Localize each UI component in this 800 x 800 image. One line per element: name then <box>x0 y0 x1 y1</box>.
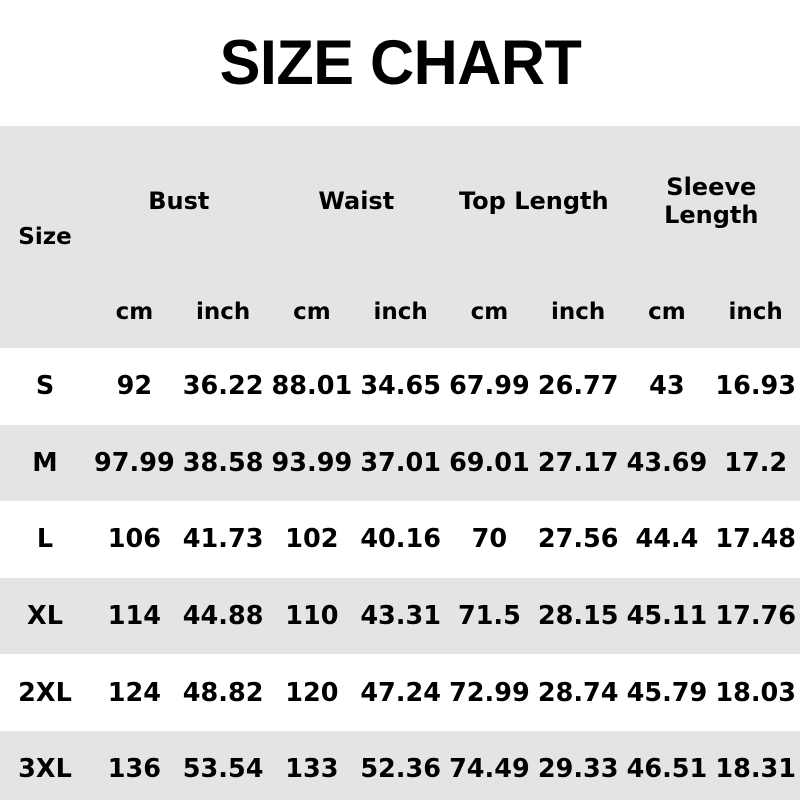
header-unit-row: cm inch cm inch cm inch cm inch <box>0 276 800 348</box>
cell-sleeve-length-inch: 17.48 <box>715 524 796 555</box>
cell-top-length-inch: 27.17 <box>537 447 619 478</box>
cell-size: S <box>35 371 55 402</box>
cell-bust-inch: 36.22 <box>182 371 264 402</box>
cell-waist-inch: 34.65 <box>360 371 441 402</box>
size-chart-table: Size Bust Waist Top Length Sleeve Length… <box>0 126 800 800</box>
cell-bust-inch: 41.73 <box>182 524 264 555</box>
cell-bust-inch: 53.54 <box>182 754 264 785</box>
title-area: SIZE CHART <box>0 0 800 126</box>
cell-waist-cm: 110 <box>285 601 339 632</box>
cell-size: 3XL <box>18 754 72 785</box>
unit-header-top-length-cm: cm <box>445 276 534 348</box>
cell-sleeve-length-cm: 43.69 <box>626 447 708 478</box>
cell-size: 2XL <box>18 677 72 708</box>
table-body: S 92 36.22 88.01 34.65 67.99 26.77 43 16… <box>0 348 800 800</box>
unit-header-bust-cm: cm <box>90 276 179 348</box>
cell-sleeve-length-cm: 45.11 <box>626 601 708 632</box>
table-row: M 97.99 38.58 93.99 37.01 69.01 27.17 43… <box>0 424 800 502</box>
cell-waist-inch: 47.24 <box>360 677 441 708</box>
table-row: XL 114 44.88 110 43.31 71.5 28.15 45.11 … <box>0 577 800 655</box>
cell-top-length-cm: 70 <box>471 524 508 555</box>
cell-bust-cm: 97.99 <box>94 447 175 478</box>
cell-bust-inch: 48.82 <box>182 677 264 708</box>
unit-header-sleeve-length-cm: cm <box>622 276 712 348</box>
cell-top-length-cm: 71.5 <box>457 601 521 632</box>
cell-waist-cm: 102 <box>285 524 339 555</box>
cell-bust-cm: 92 <box>116 371 153 402</box>
cell-sleeve-length-inch: 17.2 <box>724 447 788 478</box>
column-header-waist: Waist <box>267 126 446 276</box>
cell-sleeve-length-cm: 44.4 <box>635 524 699 555</box>
cell-waist-inch: 40.16 <box>360 524 441 555</box>
unit-header-bust-inch: inch <box>178 276 268 348</box>
cell-bust-cm: 136 <box>107 754 161 785</box>
cell-bust-inch: 44.88 <box>182 601 264 632</box>
page-title: SIZE CHART <box>219 27 581 98</box>
table-row: 2XL 124 48.82 120 47.24 72.99 28.74 45.7… <box>0 654 800 731</box>
cell-waist-cm: 120 <box>285 677 339 708</box>
cell-sleeve-length-inch: 18.31 <box>715 754 796 785</box>
cell-bust-cm: 106 <box>107 524 161 555</box>
column-header-bust: Bust <box>90 126 268 276</box>
cell-top-length-inch: 27.56 <box>537 524 619 555</box>
header-group-row: Size Bust Waist Top Length Sleeve Length <box>0 126 800 348</box>
cell-waist-inch: 37.01 <box>360 447 441 478</box>
cell-size: XL <box>27 601 63 632</box>
cell-bust-inch: 38.58 <box>182 447 264 478</box>
cell-sleeve-length-inch: 17.76 <box>715 601 796 632</box>
cell-top-length-cm: 69.01 <box>449 447 530 478</box>
table-row: S 92 36.22 88.01 34.65 67.99 26.77 43 16… <box>0 348 800 425</box>
cell-bust-cm: 124 <box>107 677 161 708</box>
cell-sleeve-length-cm: 46.51 <box>626 754 708 785</box>
cell-top-length-inch: 26.77 <box>537 371 619 402</box>
cell-size: L <box>36 524 54 555</box>
cell-top-length-cm: 67.99 <box>449 371 530 402</box>
column-header-sleeve-length: Sleeve Length <box>622 126 800 276</box>
column-header-size: Size <box>0 126 90 348</box>
cell-waist-cm: 93.99 <box>271 447 353 478</box>
cell-top-length-cm: 74.49 <box>449 754 530 785</box>
cell-size: M <box>32 447 58 478</box>
column-header-top-length: Top Length <box>445 126 623 276</box>
unit-header-waist-cm: cm <box>267 276 357 348</box>
table-header: Size Bust Waist Top Length Sleeve Length… <box>0 126 800 348</box>
cell-sleeve-length-inch: 16.93 <box>715 371 796 402</box>
cell-bust-cm: 114 <box>107 601 161 632</box>
unit-header-sleeve-length-inch: inch <box>711 276 800 348</box>
cell-sleeve-length-cm: 45.79 <box>626 677 708 708</box>
cell-top-length-cm: 72.99 <box>449 677 530 708</box>
cell-top-length-inch: 28.74 <box>537 677 619 708</box>
cell-waist-inch: 52.36 <box>360 754 441 785</box>
cell-sleeve-length-inch: 18.03 <box>715 677 796 708</box>
unit-header-top-length-inch: inch <box>533 276 623 348</box>
cell-waist-cm: 88.01 <box>271 371 353 402</box>
cell-waist-inch: 43.31 <box>360 601 441 632</box>
table-row: 3XL 136 53.54 133 52.36 74.49 29.33 46.5… <box>0 730 800 800</box>
cell-top-length-inch: 29.33 <box>537 754 619 785</box>
table-row: L 106 41.73 102 40.16 70 27.56 44.4 17.4… <box>0 501 800 578</box>
unit-header-waist-inch: inch <box>356 276 446 348</box>
cell-sleeve-length-cm: 43 <box>649 371 685 402</box>
cell-top-length-inch: 28.15 <box>537 601 619 632</box>
cell-waist-cm: 133 <box>285 754 339 785</box>
